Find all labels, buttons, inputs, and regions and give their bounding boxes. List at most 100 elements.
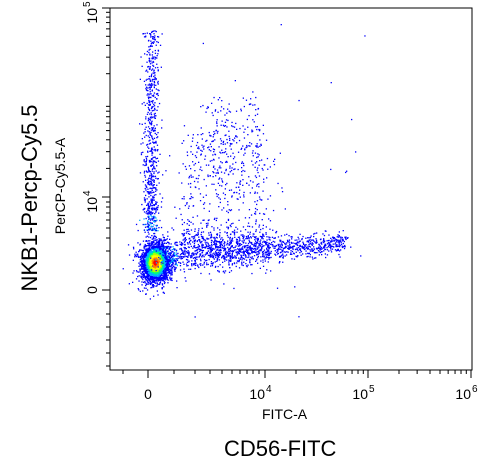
data-point [206, 251, 208, 254]
data-point [212, 247, 214, 249]
data-point [265, 254, 267, 256]
data-point [144, 266, 146, 268]
data-point [168, 256, 170, 258]
data-point [265, 257, 267, 259]
data-point [173, 259, 175, 262]
data-point [215, 219, 217, 222]
data-point [164, 247, 166, 250]
data-point [147, 259, 149, 261]
data-point [192, 247, 194, 249]
data-point [207, 219, 209, 222]
data-point [160, 262, 162, 264]
data-point [307, 252, 309, 255]
data-point [187, 228, 189, 231]
data-point [143, 254, 146, 256]
data-point [243, 261, 245, 263]
data-point [194, 228, 196, 230]
data-point [345, 238, 347, 241]
data-point [173, 258, 176, 260]
data-point [328, 239, 330, 242]
data-point [147, 220, 149, 222]
data-point [169, 254, 172, 256]
data-point [258, 224, 261, 226]
data-point [160, 249, 162, 251]
data-point [278, 248, 281, 250]
data-point [285, 245, 287, 247]
data-point [173, 255, 175, 257]
data-point [323, 244, 326, 247]
data-point [148, 252, 151, 255]
data-point [184, 248, 186, 250]
data-point [161, 242, 163, 244]
data-point [205, 252, 208, 254]
data-point [152, 275, 154, 277]
data-point [210, 249, 213, 251]
data-point [281, 244, 283, 247]
data-point [197, 234, 199, 236]
data-point [154, 102, 156, 104]
data-point [337, 236, 339, 238]
data-point [150, 255, 152, 257]
data-point [160, 272, 162, 274]
data-point [298, 240, 300, 242]
data-point [245, 259, 248, 261]
data-point [146, 277, 149, 280]
data-point [209, 256, 211, 258]
data-point [181, 223, 184, 226]
data-point [162, 262, 164, 264]
data-point [170, 261, 172, 263]
data-point [334, 249, 337, 251]
data-point [311, 244, 313, 246]
data-point [313, 240, 315, 242]
data-point [155, 285, 157, 287]
data-point [318, 243, 320, 245]
data-point [169, 246, 171, 249]
data-point [192, 241, 194, 243]
data-point [165, 248, 167, 250]
data-point [227, 242, 229, 245]
data-point [224, 258, 226, 261]
data-point [154, 263, 156, 266]
data-point [152, 248, 154, 250]
data-point [207, 222, 209, 224]
data-point [166, 238, 168, 240]
data-point [149, 262, 152, 265]
data-point [210, 279, 212, 281]
data-point [159, 267, 162, 269]
data-point [149, 280, 152, 283]
data-point [152, 256, 154, 258]
data-point [209, 244, 211, 247]
data-point [179, 255, 181, 258]
data-point [307, 255, 309, 258]
data-point [210, 250, 212, 252]
data-point [297, 236, 299, 238]
data-point [289, 246, 292, 248]
data-point [249, 246, 251, 248]
data-point [233, 287, 235, 290]
data-point [199, 254, 202, 256]
data-point [154, 238, 156, 240]
data-point [255, 230, 257, 233]
data-point [162, 259, 165, 261]
data-point [161, 246, 164, 248]
data-point [254, 247, 256, 250]
data-point [231, 245, 233, 247]
data-point [236, 242, 238, 244]
data-point [155, 268, 157, 270]
data-point [275, 231, 277, 234]
data-point [257, 255, 259, 257]
data-point [176, 287, 178, 289]
data-point [316, 232, 318, 234]
data-point [153, 249, 155, 251]
data-point [172, 264, 174, 266]
data-point [149, 256, 151, 258]
data-point [165, 253, 167, 255]
data-point [253, 255, 256, 257]
data-point [335, 241, 338, 243]
data-point [168, 255, 170, 257]
data-point [310, 239, 313, 241]
data-point [338, 245, 340, 247]
data-point [156, 240, 158, 242]
data-point [336, 236, 338, 238]
data-point [160, 258, 162, 260]
